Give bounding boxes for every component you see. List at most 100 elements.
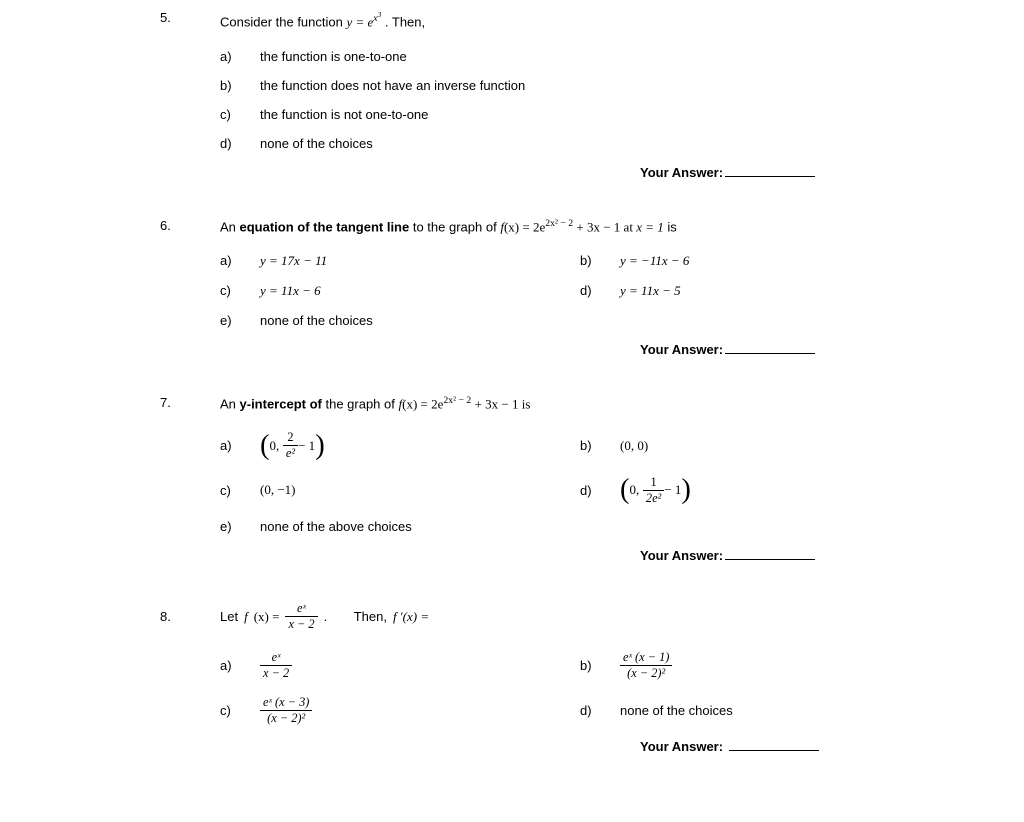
q8-number: 8.	[40, 609, 220, 624]
q6-c-label: c)	[220, 283, 260, 298]
q7-d-den: 2e²	[643, 491, 664, 506]
q6-xpar: (x)	[504, 219, 519, 234]
q6-bold: equation of the tangent line	[240, 219, 410, 234]
answer-blank[interactable]	[725, 559, 815, 560]
q8-let: Let	[220, 609, 238, 624]
q5-number: 5.	[40, 10, 220, 25]
q8-xpar: (x) =	[254, 609, 280, 625]
q6-answer-label: Your Answer:	[640, 342, 723, 357]
q8-a-den: x − 2	[260, 666, 292, 681]
q6-answer: Your Answer:	[40, 342, 984, 357]
q7-a-den: e²	[283, 446, 298, 461]
q7-exp: 2x² − 2	[443, 395, 471, 406]
q7-e-text: none of the above choices	[260, 519, 984, 534]
q6-b-label: b)	[580, 253, 620, 268]
answer-blank[interactable]	[725, 353, 815, 354]
q5-answer-label: Your Answer:	[640, 165, 723, 180]
q8-answer: Your Answer:	[40, 739, 984, 754]
q7-number: 7.	[40, 395, 220, 410]
q8-num: eˣ	[285, 601, 317, 617]
q6-stem: An equation of the tangent line to the g…	[220, 218, 984, 235]
q8-d-text: none of the choices	[620, 703, 733, 718]
q5-stem: Consider the function y = ex3 . Then,	[220, 10, 984, 31]
q7-b-text: (0, 0)	[620, 438, 648, 454]
q5-c-text: the function is not one-to-one	[260, 107, 984, 122]
q5-d-label: d)	[40, 136, 260, 151]
q6-prefix: An	[220, 219, 240, 234]
q7-xpar: (x)	[402, 396, 417, 411]
q7-a-text: (0, 2e² − 1)	[260, 430, 325, 461]
q7-mid: the graph of	[322, 396, 399, 411]
q7-d-text: (0, 12e² − 1)	[620, 475, 691, 506]
q6-eq: = 2e	[519, 219, 545, 234]
q8-fpx: f ′(x) =	[393, 609, 429, 625]
q5-b-text: the function does not have an inverse fu…	[260, 78, 984, 93]
q6-tail: + 3x − 1 at	[573, 219, 636, 234]
answer-blank[interactable]	[725, 176, 815, 177]
q8-c-den: (x − 2)²	[260, 711, 312, 726]
q7-stem: An y-intercept of the graph of f(x) = 2e…	[220, 395, 984, 412]
q8-period: .	[324, 609, 328, 624]
q6-mid: to the graph of	[409, 219, 500, 234]
q7-d-zero: 0,	[630, 482, 640, 498]
q5-b-label: b)	[40, 78, 260, 93]
q8-c-num: eˣ (x − 3)	[260, 695, 312, 711]
q6-number: 6.	[40, 218, 220, 233]
q5-a-text: the function is one-to-one	[260, 49, 984, 64]
q5-d-text: none of the choices	[260, 136, 984, 151]
q6-d-text: y = 11x − 5	[620, 283, 681, 299]
q8-a-label: a)	[220, 658, 260, 673]
question-8: 8. Let f(x) = eˣx − 2 . Then, f ′(x) = a…	[40, 601, 984, 754]
q6-a-label: a)	[220, 253, 260, 268]
q6-c-text: y = 11x − 6	[260, 283, 321, 299]
q7-prefix: An	[220, 396, 240, 411]
q7-b-label: b)	[580, 438, 620, 453]
q6-is: is	[664, 219, 677, 234]
q7-c-text: (0, −1)	[260, 482, 296, 498]
q6-a-text: y = 17x − 11	[260, 253, 327, 269]
q8-c-label: c)	[220, 703, 260, 718]
q8-a-text: eˣx − 2	[260, 650, 292, 681]
q8-b-den: (x − 2)²	[620, 666, 672, 681]
question-7: 7. An y-intercept of the graph of f(x) =…	[40, 395, 984, 564]
q8-f: f	[244, 609, 248, 625]
q7-a-zero: 0,	[270, 438, 280, 454]
answer-blank[interactable]	[729, 750, 819, 751]
q8-a-num: eˣ	[260, 650, 292, 666]
q8-b-num: eˣ (x − 1)	[620, 650, 672, 666]
q8-b-text: eˣ (x − 1)(x − 2)²	[620, 650, 672, 681]
q8-then: Then,	[354, 609, 387, 624]
q5-a-label: a)	[40, 49, 260, 64]
question-6: 6. An equation of the tangent line to th…	[40, 218, 984, 357]
q6-exp: 2x² − 2	[545, 218, 573, 229]
q7-a-minus: − 1	[298, 438, 315, 454]
q8-d-label: d)	[580, 703, 620, 718]
q6-b-text: y = −11x − 6	[620, 253, 689, 269]
q7-tail: + 3x − 1 is	[471, 396, 530, 411]
q7-a-label: a)	[220, 438, 260, 453]
q6-e-text: none of the choices	[260, 313, 984, 328]
q5-c-label: c)	[40, 107, 260, 122]
q7-c-label: c)	[220, 483, 260, 498]
q5-exp2: 3	[378, 10, 382, 19]
q7-answer: Your Answer:	[40, 548, 984, 563]
q8-den: x − 2	[285, 617, 317, 632]
q7-bold: y-intercept of	[240, 396, 322, 411]
q8-b-label: b)	[580, 658, 620, 673]
q6-d-label: d)	[580, 283, 620, 298]
q7-d-num: 1	[643, 475, 664, 491]
q8-c-text: eˣ (x − 3)(x − 2)²	[260, 695, 312, 726]
q7-eq: = 2e	[417, 396, 443, 411]
q5-stem-suffix: . Then,	[385, 15, 425, 30]
q8-stem: Let f (x) = eˣx − 2 . Then, f ′(x) =	[220, 601, 984, 632]
q7-a-num: 2	[283, 430, 298, 446]
q6-e-label: e)	[40, 313, 260, 328]
q5-stem-prefix: Consider the function	[220, 15, 346, 30]
q7-answer-label: Your Answer:	[640, 548, 723, 563]
q5-answer: Your Answer:	[40, 165, 984, 180]
q7-d-minus: − 1	[664, 482, 681, 498]
q6-at: x = 1	[636, 219, 664, 234]
q7-e-label: e)	[40, 519, 260, 534]
q5-eq: y = e	[346, 15, 373, 30]
question-5: 5. Consider the function y = ex3 . Then,…	[40, 10, 984, 180]
